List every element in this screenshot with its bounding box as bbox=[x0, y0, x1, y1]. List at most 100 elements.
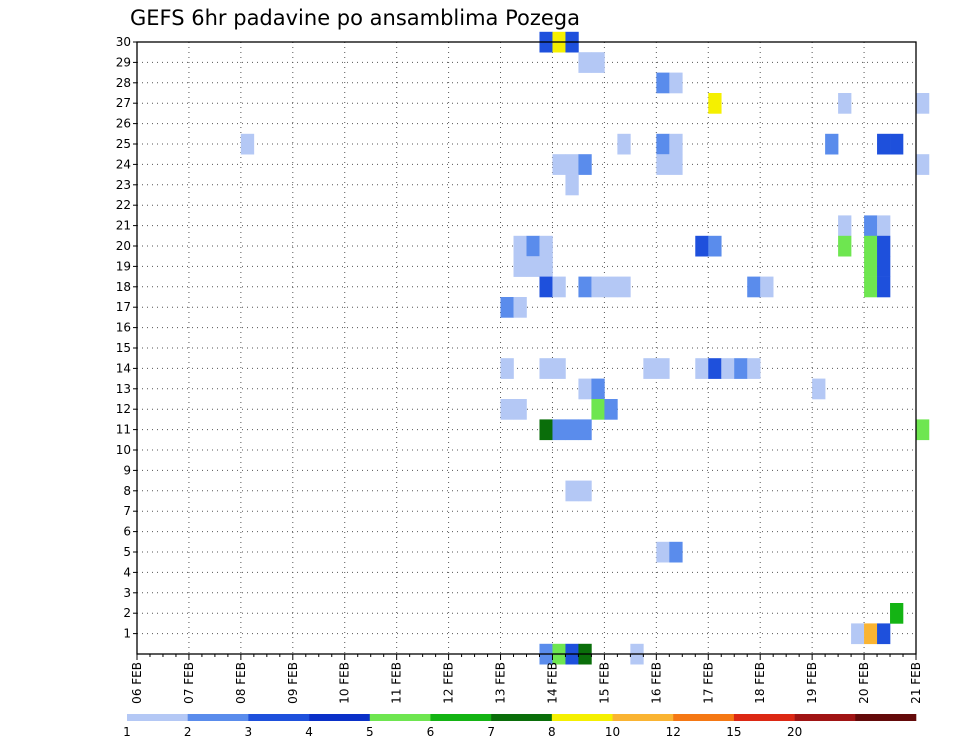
x-tick-label: 16 FEB bbox=[649, 662, 663, 704]
y-tick-label: 2 bbox=[123, 606, 131, 620]
precip-cell bbox=[916, 154, 930, 175]
legend-swatch bbox=[855, 714, 917, 721]
precip-cell bbox=[760, 276, 774, 298]
y-tick-label: 1 bbox=[123, 627, 131, 641]
legend-swatch bbox=[551, 714, 613, 721]
precip-cell bbox=[695, 358, 709, 379]
precip-cell bbox=[565, 419, 579, 441]
x-tick-label: 10 FEB bbox=[338, 662, 352, 704]
precip-cell bbox=[669, 133, 683, 155]
y-tick-label: 14 bbox=[116, 361, 131, 375]
x-tick-label: 21 FEB bbox=[909, 662, 923, 704]
precip-cell bbox=[526, 235, 540, 257]
precip-cell bbox=[539, 276, 553, 298]
precip-cell bbox=[591, 378, 605, 400]
x-tick-label: 11 FEB bbox=[390, 662, 404, 704]
precip-cell bbox=[708, 93, 722, 114]
legend-label: 2 bbox=[184, 725, 192, 739]
precip-cell bbox=[539, 358, 553, 379]
precip-cell bbox=[916, 93, 930, 114]
precip-cell bbox=[578, 378, 592, 400]
legend-swatch bbox=[733, 714, 795, 721]
precip-cell bbox=[526, 256, 540, 277]
legend-swatch bbox=[309, 714, 371, 721]
legend-swatch bbox=[430, 714, 492, 721]
y-tick-label: 12 bbox=[116, 402, 131, 416]
precip-cell bbox=[916, 419, 930, 441]
legend-label: 20 bbox=[787, 725, 802, 739]
precip-cell bbox=[565, 174, 579, 196]
precip-cell bbox=[864, 276, 878, 298]
x-tick-label: 08 FEB bbox=[234, 662, 248, 704]
y-tick-label: 5 bbox=[123, 545, 131, 559]
precip-cell bbox=[578, 419, 592, 441]
y-tick-label: 25 bbox=[116, 137, 131, 151]
y-tick-label: 7 bbox=[123, 504, 131, 518]
precip-cell bbox=[617, 276, 631, 298]
legend-swatch bbox=[369, 714, 431, 721]
precip-cell bbox=[864, 256, 878, 277]
legend-swatch bbox=[248, 714, 310, 721]
precip-cell bbox=[500, 297, 514, 318]
precip-cell bbox=[591, 276, 605, 298]
precip-cell bbox=[500, 399, 514, 420]
y-tick-label: 24 bbox=[116, 157, 131, 171]
precip-cell bbox=[552, 276, 566, 298]
precip-cell bbox=[838, 93, 852, 114]
precip-cell bbox=[812, 378, 826, 400]
precip-cell bbox=[539, 419, 553, 441]
precip-cell bbox=[695, 235, 709, 257]
precip-cell bbox=[578, 480, 592, 502]
y-tick-label: 29 bbox=[116, 55, 131, 69]
precip-cell bbox=[604, 276, 618, 298]
precip-cell bbox=[747, 276, 761, 298]
precip-cell bbox=[565, 480, 579, 502]
precip-cell bbox=[669, 72, 683, 94]
y-tick-label: 28 bbox=[116, 76, 131, 90]
precip-cell bbox=[877, 133, 891, 155]
x-tick-label: 18 FEB bbox=[753, 662, 767, 704]
precip-cell bbox=[890, 603, 904, 624]
legend-label: 3 bbox=[245, 725, 253, 739]
x-tick-label: 06 FEB bbox=[130, 662, 144, 704]
y-axis: 1234567891011121314151617181920212223242… bbox=[116, 35, 137, 641]
precip-cell bbox=[578, 154, 592, 175]
x-tick-label: 15 FEB bbox=[597, 662, 611, 704]
precip-cell bbox=[643, 358, 657, 379]
x-tick-label: 13 FEB bbox=[494, 662, 508, 704]
precip-cell bbox=[513, 399, 527, 420]
precip-cell bbox=[877, 256, 891, 277]
y-tick-label: 27 bbox=[116, 96, 131, 110]
y-tick-label: 3 bbox=[123, 586, 131, 600]
precip-cell bbox=[838, 235, 852, 257]
precip-cell bbox=[877, 215, 891, 237]
x-tick-label: 19 FEB bbox=[805, 662, 819, 704]
precip-cell bbox=[747, 358, 761, 379]
precip-cell bbox=[656, 541, 670, 563]
x-tick-label: 17 FEB bbox=[701, 662, 715, 704]
precip-cell bbox=[864, 215, 878, 237]
precip-cell bbox=[734, 358, 748, 379]
precip-cell bbox=[656, 133, 670, 155]
precip-cell bbox=[513, 297, 527, 318]
precip-cell bbox=[578, 52, 592, 73]
y-tick-label: 6 bbox=[123, 525, 131, 539]
y-tick-label: 8 bbox=[123, 484, 131, 498]
precip-cell bbox=[669, 154, 683, 175]
legend-swatch bbox=[794, 714, 856, 721]
y-tick-label: 4 bbox=[123, 565, 131, 579]
y-tick-label: 22 bbox=[116, 198, 131, 212]
x-tick-label: 20 FEB bbox=[857, 662, 871, 704]
precip-cell bbox=[240, 133, 255, 155]
legend-label: 1 bbox=[123, 725, 131, 739]
legend-swatch bbox=[127, 714, 188, 721]
precip-cell bbox=[552, 358, 566, 379]
precip-cell bbox=[617, 133, 631, 155]
x-tick-label: 09 FEB bbox=[286, 662, 300, 704]
y-tick-label: 21 bbox=[116, 219, 131, 233]
y-tick-label: 15 bbox=[116, 341, 131, 355]
precip-cell bbox=[565, 154, 579, 175]
precip-cell bbox=[552, 154, 566, 175]
y-tick-label: 18 bbox=[116, 280, 131, 294]
y-tick-label: 30 bbox=[116, 35, 131, 49]
